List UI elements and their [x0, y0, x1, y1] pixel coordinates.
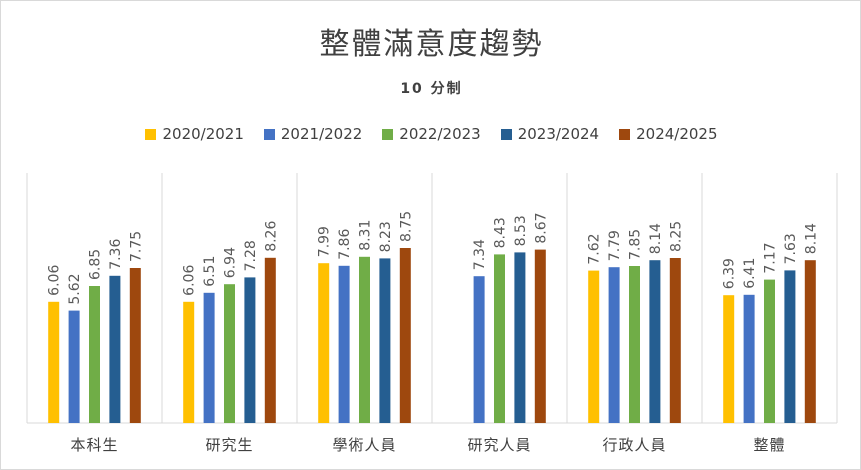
data-label: 6.51 [202, 256, 218, 287]
data-label: 7.63 [783, 233, 799, 264]
bar [743, 294, 755, 423]
legend-item: 2024/2025 [619, 125, 718, 143]
category-label: 學術人員 [332, 436, 396, 454]
category-label: 整體 [753, 436, 785, 454]
data-label: 8.25 [668, 221, 684, 252]
bar [473, 276, 485, 423]
bar [203, 292, 215, 423]
category-label: 行政人員 [602, 436, 666, 454]
bar [224, 284, 235, 423]
legend-label: 2021/2022 [280, 125, 363, 143]
data-label: 6.06 [47, 265, 63, 296]
legend-swatch [500, 128, 512, 140]
data-label: 7.17 [763, 242, 779, 273]
bar [723, 295, 735, 423]
data-label: 8.67 [533, 212, 549, 243]
data-label: 7.28 [243, 240, 259, 271]
bar [244, 277, 256, 423]
bar [608, 267, 620, 423]
bar [494, 254, 505, 423]
bar [629, 266, 640, 423]
bar [804, 260, 816, 423]
legend-label: 2023/2024 [517, 125, 600, 143]
chart-title: 整體滿意度趨勢 [319, 27, 544, 62]
legend-item: 2023/2024 [500, 125, 600, 143]
bar [588, 270, 600, 423]
data-label: 7.99 [317, 226, 333, 257]
legend-item: 2022/2023 [382, 125, 481, 143]
data-label: 7.79 [607, 230, 623, 261]
bar [264, 257, 276, 423]
bar [514, 252, 526, 423]
bar [534, 249, 546, 423]
data-label: 7.86 [337, 229, 353, 260]
data-label: 8.14 [803, 223, 819, 254]
bar [129, 268, 141, 423]
legend-swatch [382, 128, 394, 140]
chart-subtitle: 10 分制 [400, 81, 463, 97]
bar [649, 260, 661, 423]
bar [764, 279, 775, 423]
legend-swatch [263, 128, 275, 140]
data-label: 7.36 [108, 239, 124, 270]
data-label: 8.75 [398, 211, 414, 242]
data-label: 6.85 [88, 249, 104, 280]
data-label: 8.53 [513, 215, 529, 246]
legend-item: 2021/2022 [263, 125, 363, 143]
data-label: 7.85 [628, 229, 644, 260]
bar [183, 301, 195, 423]
legend-label: 2024/2025 [636, 125, 718, 143]
category-label: 研究人員 [467, 436, 531, 454]
bar [359, 256, 370, 423]
data-label: 6.94 [223, 247, 239, 278]
category-label: 本科生 [70, 436, 118, 454]
data-label: 6.06 [182, 265, 198, 296]
bar [399, 248, 411, 423]
bar [379, 258, 391, 423]
data-label: 6.39 [722, 258, 738, 289]
bar [318, 263, 330, 423]
data-label: 6.41 [742, 258, 758, 289]
data-label: 7.75 [128, 231, 144, 262]
bar [669, 258, 681, 423]
legend-swatch [145, 128, 157, 140]
bar [68, 310, 80, 423]
legend-label: 2020/2021 [162, 125, 244, 143]
bar [89, 286, 100, 423]
data-label: 8.31 [358, 220, 374, 251]
legend-label: 2022/2023 [399, 125, 481, 143]
data-label: 8.26 [263, 221, 279, 252]
bar [338, 265, 350, 423]
legend-item: 2020/2021 [145, 125, 244, 143]
bar [784, 270, 796, 423]
data-label: 7.34 [472, 239, 488, 270]
data-label: 8.23 [378, 221, 394, 252]
data-label: 7.62 [587, 233, 603, 264]
bar [109, 275, 121, 423]
data-label: 8.43 [493, 217, 509, 248]
chart-legend: 2020/2021 2021/2022 2022/2023 2023/2024 2024… [1, 125, 861, 143]
legend-swatch [619, 128, 631, 140]
data-label: 5.62 [67, 273, 83, 304]
data-label: 8.14 [648, 223, 664, 254]
category-label: 研究生 [205, 436, 253, 454]
bar [48, 301, 60, 423]
